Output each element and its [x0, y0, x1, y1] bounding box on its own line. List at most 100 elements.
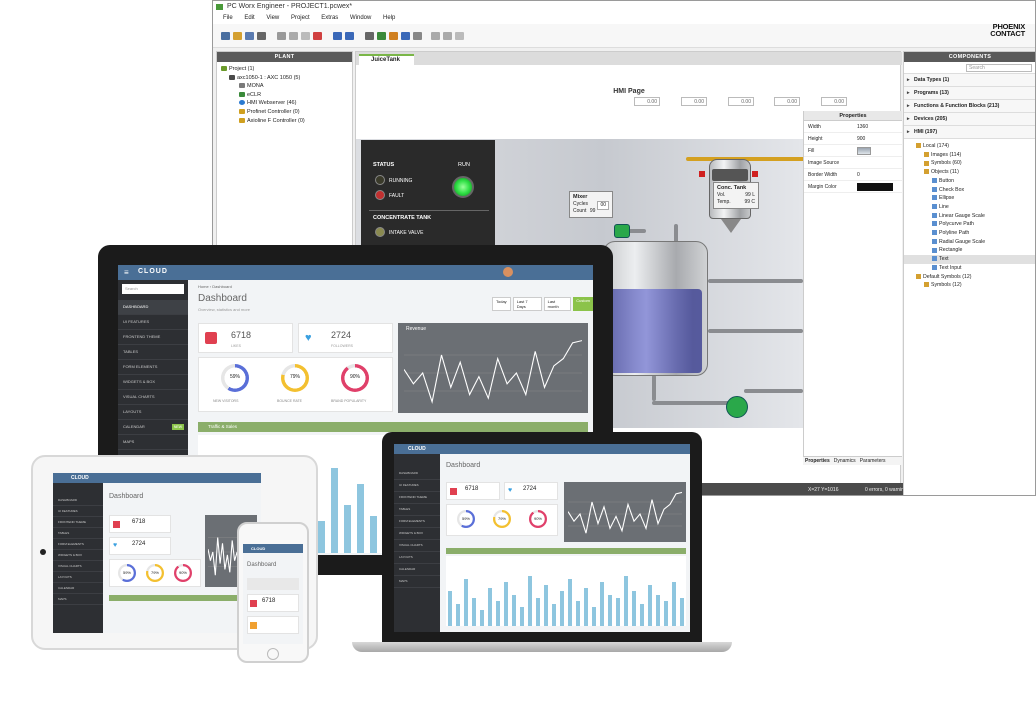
- comp-polyline[interactable]: Polyline Path: [904, 229, 1035, 238]
- prop-border-width[interactable]: Border Width 0: [804, 169, 902, 181]
- menu-help[interactable]: Help: [383, 15, 396, 21]
- avatar[interactable]: [503, 267, 513, 277]
- menu-icon[interactable]: ≡: [124, 268, 129, 277]
- prop-margin-color[interactable]: Margin Color: [804, 181, 902, 193]
- menu-project[interactable]: Project: [290, 15, 310, 21]
- category-programs[interactable]: Programs (13): [904, 87, 1035, 100]
- prop-image-source[interactable]: Image Source: [804, 157, 902, 169]
- online-icon[interactable]: [401, 32, 410, 40]
- valve-icon[interactable]: [752, 171, 758, 177]
- save-icon[interactable]: [245, 32, 254, 40]
- margin-color-swatch[interactable]: [857, 183, 893, 191]
- menu-file[interactable]: File: [223, 15, 233, 21]
- comp-line[interactable]: Line: [904, 203, 1035, 212]
- tab-parameters[interactable]: Parameters: [859, 458, 886, 464]
- comp-button[interactable]: Button: [904, 177, 1035, 186]
- tree-item-profinet[interactable]: Profinet Controller (0): [217, 108, 352, 117]
- fill-swatch[interactable]: [857, 147, 871, 155]
- undo-icon[interactable]: [333, 32, 342, 40]
- download-icon[interactable]: [377, 32, 386, 40]
- small-nav-dashboard[interactable]: DASHBOARD: [394, 468, 440, 480]
- tablet-nav-widgets[interactable]: WIDGETS & BOX: [53, 550, 103, 561]
- tree-item-hmi-webserver[interactable]: HMI Webserver (46): [217, 99, 352, 108]
- menu-edit[interactable]: Edit: [244, 15, 255, 21]
- comp-check-box[interactable]: Check Box: [904, 186, 1035, 195]
- pos-y-field[interactable]: 0.00: [681, 97, 707, 106]
- menu-window[interactable]: Window: [349, 15, 372, 21]
- category-hmi[interactable]: HMI (197): [904, 126, 1035, 139]
- debug-icon[interactable]: [389, 32, 398, 40]
- pos-x-field[interactable]: 0.00: [634, 97, 660, 106]
- category-data-types[interactable]: Data Types (1): [904, 74, 1035, 87]
- comp-objects[interactable]: Objects (11): [904, 168, 1035, 177]
- save-all-icon[interactable]: [257, 32, 266, 40]
- rotation-field[interactable]: 0.00: [821, 97, 847, 106]
- small-nav-calendar[interactable]: CALENDAR: [394, 564, 440, 576]
- tab-juicetank[interactable]: JuiceTank: [359, 54, 414, 65]
- tablet-nav-forms[interactable]: FORM ELEMENTS: [53, 539, 103, 550]
- cut-icon[interactable]: [277, 32, 286, 40]
- valve-icon[interactable]: [699, 171, 705, 177]
- paste-icon[interactable]: [301, 32, 310, 40]
- comp-symbols[interactable]: Symbols (60): [904, 159, 1035, 168]
- small-nav-charts[interactable]: VISUAL CHARTS: [394, 540, 440, 552]
- comp-default-symbols-symbols[interactable]: Symbols (12): [904, 281, 1035, 290]
- prop-fill[interactable]: Fill: [804, 145, 902, 157]
- small-nav-maps[interactable]: MAPS: [394, 576, 440, 588]
- sidebar-item-calendar[interactable]: CALENDAR NEW: [118, 420, 188, 435]
- comp-text[interactable]: Text: [904, 255, 1035, 264]
- comp-linear-gauge[interactable]: Linear Gauge Scale: [904, 212, 1035, 221]
- width-field[interactable]: 0.00: [728, 97, 754, 106]
- components-search-input[interactable]: Search: [966, 64, 1032, 72]
- tablet-nav-layouts[interactable]: LAYOUTS: [53, 572, 103, 583]
- tablet-nav-frontend[interactable]: FRONTEND THEME: [53, 517, 103, 528]
- outlet-pump-icon[interactable]: [726, 396, 748, 418]
- comp-rectangle[interactable]: Rectangle: [904, 246, 1035, 255]
- last-month-button[interactable]: Last month: [543, 297, 572, 311]
- tree-item-axioline[interactable]: Axioline F Controller (0): [217, 117, 352, 126]
- tablet-nav-ui-features[interactable]: UI FEATURES: [53, 506, 103, 517]
- menu-extras[interactable]: Extras: [321, 15, 339, 21]
- sidebar-item-dashboard[interactable]: DASHBOARD: [118, 300, 188, 315]
- new-icon[interactable]: [221, 32, 230, 40]
- sidebar-item-widgets[interactable]: WIDGETS & BOX: [118, 375, 188, 390]
- copy-icon[interactable]: [289, 32, 298, 40]
- comp-polycurve[interactable]: Polycurve Path: [904, 220, 1035, 229]
- comp-images[interactable]: Images (114): [904, 151, 1035, 160]
- tree-item-project[interactable]: Project (1): [217, 65, 352, 74]
- sidebar-item-frontend-theme[interactable]: FRONTEND THEME: [118, 330, 188, 345]
- small-nav-forms[interactable]: FORM ELEMENTS: [394, 516, 440, 528]
- tablet-nav-charts[interactable]: VISUAL CHARTS: [53, 561, 103, 572]
- sidebar-item-ui-features[interactable]: UI FEATURES: [118, 315, 188, 330]
- sidebar-item-layouts[interactable]: LAYOUTS: [118, 405, 188, 420]
- comp-ellipse[interactable]: Ellipse: [904, 194, 1035, 203]
- last-7-days-button[interactable]: Last 7 Days: [512, 297, 542, 311]
- comp-local[interactable]: Local (174): [904, 142, 1035, 151]
- more-icon[interactable]: [455, 32, 464, 40]
- prop-height[interactable]: Height 900: [804, 133, 902, 145]
- prop-width[interactable]: Width 1360: [804, 121, 902, 133]
- delete-icon[interactable]: [313, 32, 322, 40]
- small-nav-widgets[interactable]: WIDGETS & BOX: [394, 528, 440, 540]
- custom-range-button[interactable]: Custom: [573, 297, 593, 311]
- mixer-pump-icon[interactable]: [614, 224, 630, 238]
- category-functions[interactable]: Functions & Function Blocks (213): [904, 100, 1035, 113]
- category-devices[interactable]: Devices (205): [904, 113, 1035, 126]
- tablet-nav-maps[interactable]: MAPS: [53, 594, 103, 605]
- comp-radial-gauge[interactable]: Radial Gauge Scale: [904, 238, 1035, 247]
- tree-item-eclr[interactable]: eCLR: [217, 91, 352, 100]
- small-nav-frontend[interactable]: FRONTEND THEME: [394, 492, 440, 504]
- sidebar-item-maps[interactable]: MAPS: [118, 435, 188, 450]
- sidebar-item-visual-charts[interactable]: VISUAL CHARTS: [118, 390, 188, 405]
- today-button[interactable]: Today: [492, 297, 511, 311]
- sidebar-item-tables[interactable]: TABLES: [118, 345, 188, 360]
- build-icon[interactable]: [365, 32, 374, 40]
- tablet-nav-dashboard[interactable]: DASHBOARD: [53, 495, 103, 506]
- tab-dynamics[interactable]: Dynamics: [833, 458, 856, 464]
- small-nav-layouts[interactable]: LAYOUTS: [394, 552, 440, 564]
- small-nav-tables[interactable]: TABLES: [394, 504, 440, 516]
- sidebar-item-form-elements[interactable]: FORM ELEMENTS: [118, 360, 188, 375]
- stop-icon[interactable]: [413, 32, 422, 40]
- height-field[interactable]: 0.00: [774, 97, 800, 106]
- open-icon[interactable]: [233, 32, 242, 40]
